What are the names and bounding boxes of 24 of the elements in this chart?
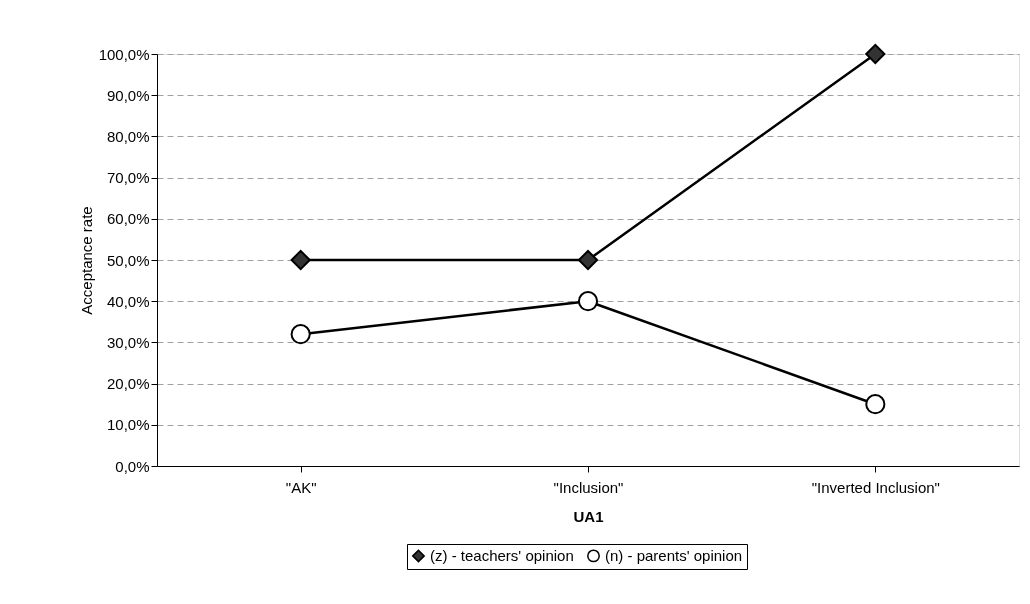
y-tick-label: 0,0% <box>115 457 150 475</box>
x-tick-label: "Inverted Inclusion" <box>811 478 940 496</box>
y-axis-title: Acceptance rate <box>77 206 95 315</box>
point <box>577 291 599 312</box>
x-axis-title: UA1 <box>573 507 604 525</box>
legend-label: (n) - parents' opinion <box>605 546 743 564</box>
x-tick-label: "AK" <box>285 478 317 496</box>
legend-label: (z) - teachers' opinion <box>430 546 574 564</box>
y-tick-label: 20,0% <box>106 375 150 393</box>
x-tick-label: "Inclusion" <box>553 478 624 496</box>
y-tick-label: 70,0% <box>106 169 150 187</box>
point <box>577 249 599 271</box>
y-tick-label: 50,0% <box>106 251 150 269</box>
point <box>865 43 886 65</box>
y-tick-label: 10,0% <box>106 416 150 434</box>
y-tick-label: 30,0% <box>106 333 150 351</box>
y-tick-label: 40,0% <box>106 292 150 310</box>
point <box>290 249 311 271</box>
point <box>290 324 311 345</box>
y-tick-label: 90,0% <box>106 86 150 104</box>
y-tick-label: 100,0% <box>98 45 150 63</box>
point <box>865 394 886 415</box>
y-tick-label: 80,0% <box>106 127 150 145</box>
y-tick-label: 60,0% <box>106 210 150 228</box>
